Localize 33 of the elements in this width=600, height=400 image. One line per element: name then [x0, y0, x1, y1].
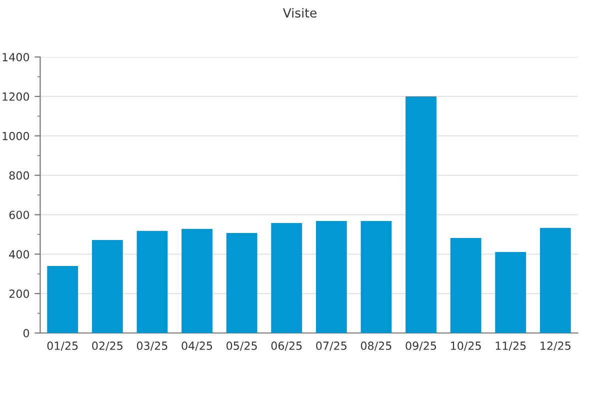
bar — [92, 240, 123, 333]
bar — [47, 266, 78, 333]
y-tick-label: 600 — [9, 210, 30, 220]
x-tick-label: 06/25 — [271, 342, 302, 351]
bar — [271, 222, 302, 333]
bar — [406, 96, 436, 333]
y-tick-label: 1000 — [2, 132, 30, 140]
x-tick-label: 05/25 — [226, 342, 257, 351]
x-tick-label: 12/25 — [540, 342, 570, 351]
bar — [226, 233, 258, 333]
x-tick-label: 02/25 — [92, 342, 122, 351]
y-tick-label: 400 — [9, 250, 30, 259]
x-tick-label: 07/25 — [316, 342, 346, 351]
y-tick-label: 1200 — [2, 92, 30, 101]
y-tick-label: 1400 — [2, 52, 30, 62]
bar — [360, 221, 392, 333]
bar — [450, 238, 482, 333]
y-tick-label: 0 — [23, 328, 30, 338]
x-tick-label: 11/25 — [496, 342, 526, 351]
bar — [316, 221, 347, 333]
bar — [182, 228, 212, 333]
x-tick-label: 09/25 — [406, 342, 436, 351]
x-tick-label: 10/25 — [451, 342, 481, 351]
bar — [540, 228, 571, 333]
y-tick-label: 200 — [9, 290, 30, 298]
bar — [136, 230, 168, 333]
y-tick-label: 800 — [9, 171, 30, 180]
chart-title: Visite — [282, 8, 316, 18]
x-tick-label: 04/25 — [182, 342, 212, 351]
x-tick-label: 01/25 — [47, 342, 78, 351]
x-tick-label: 03/25 — [136, 342, 168, 351]
x-tick-label: 08/25 — [360, 342, 392, 351]
bar — [495, 252, 526, 333]
